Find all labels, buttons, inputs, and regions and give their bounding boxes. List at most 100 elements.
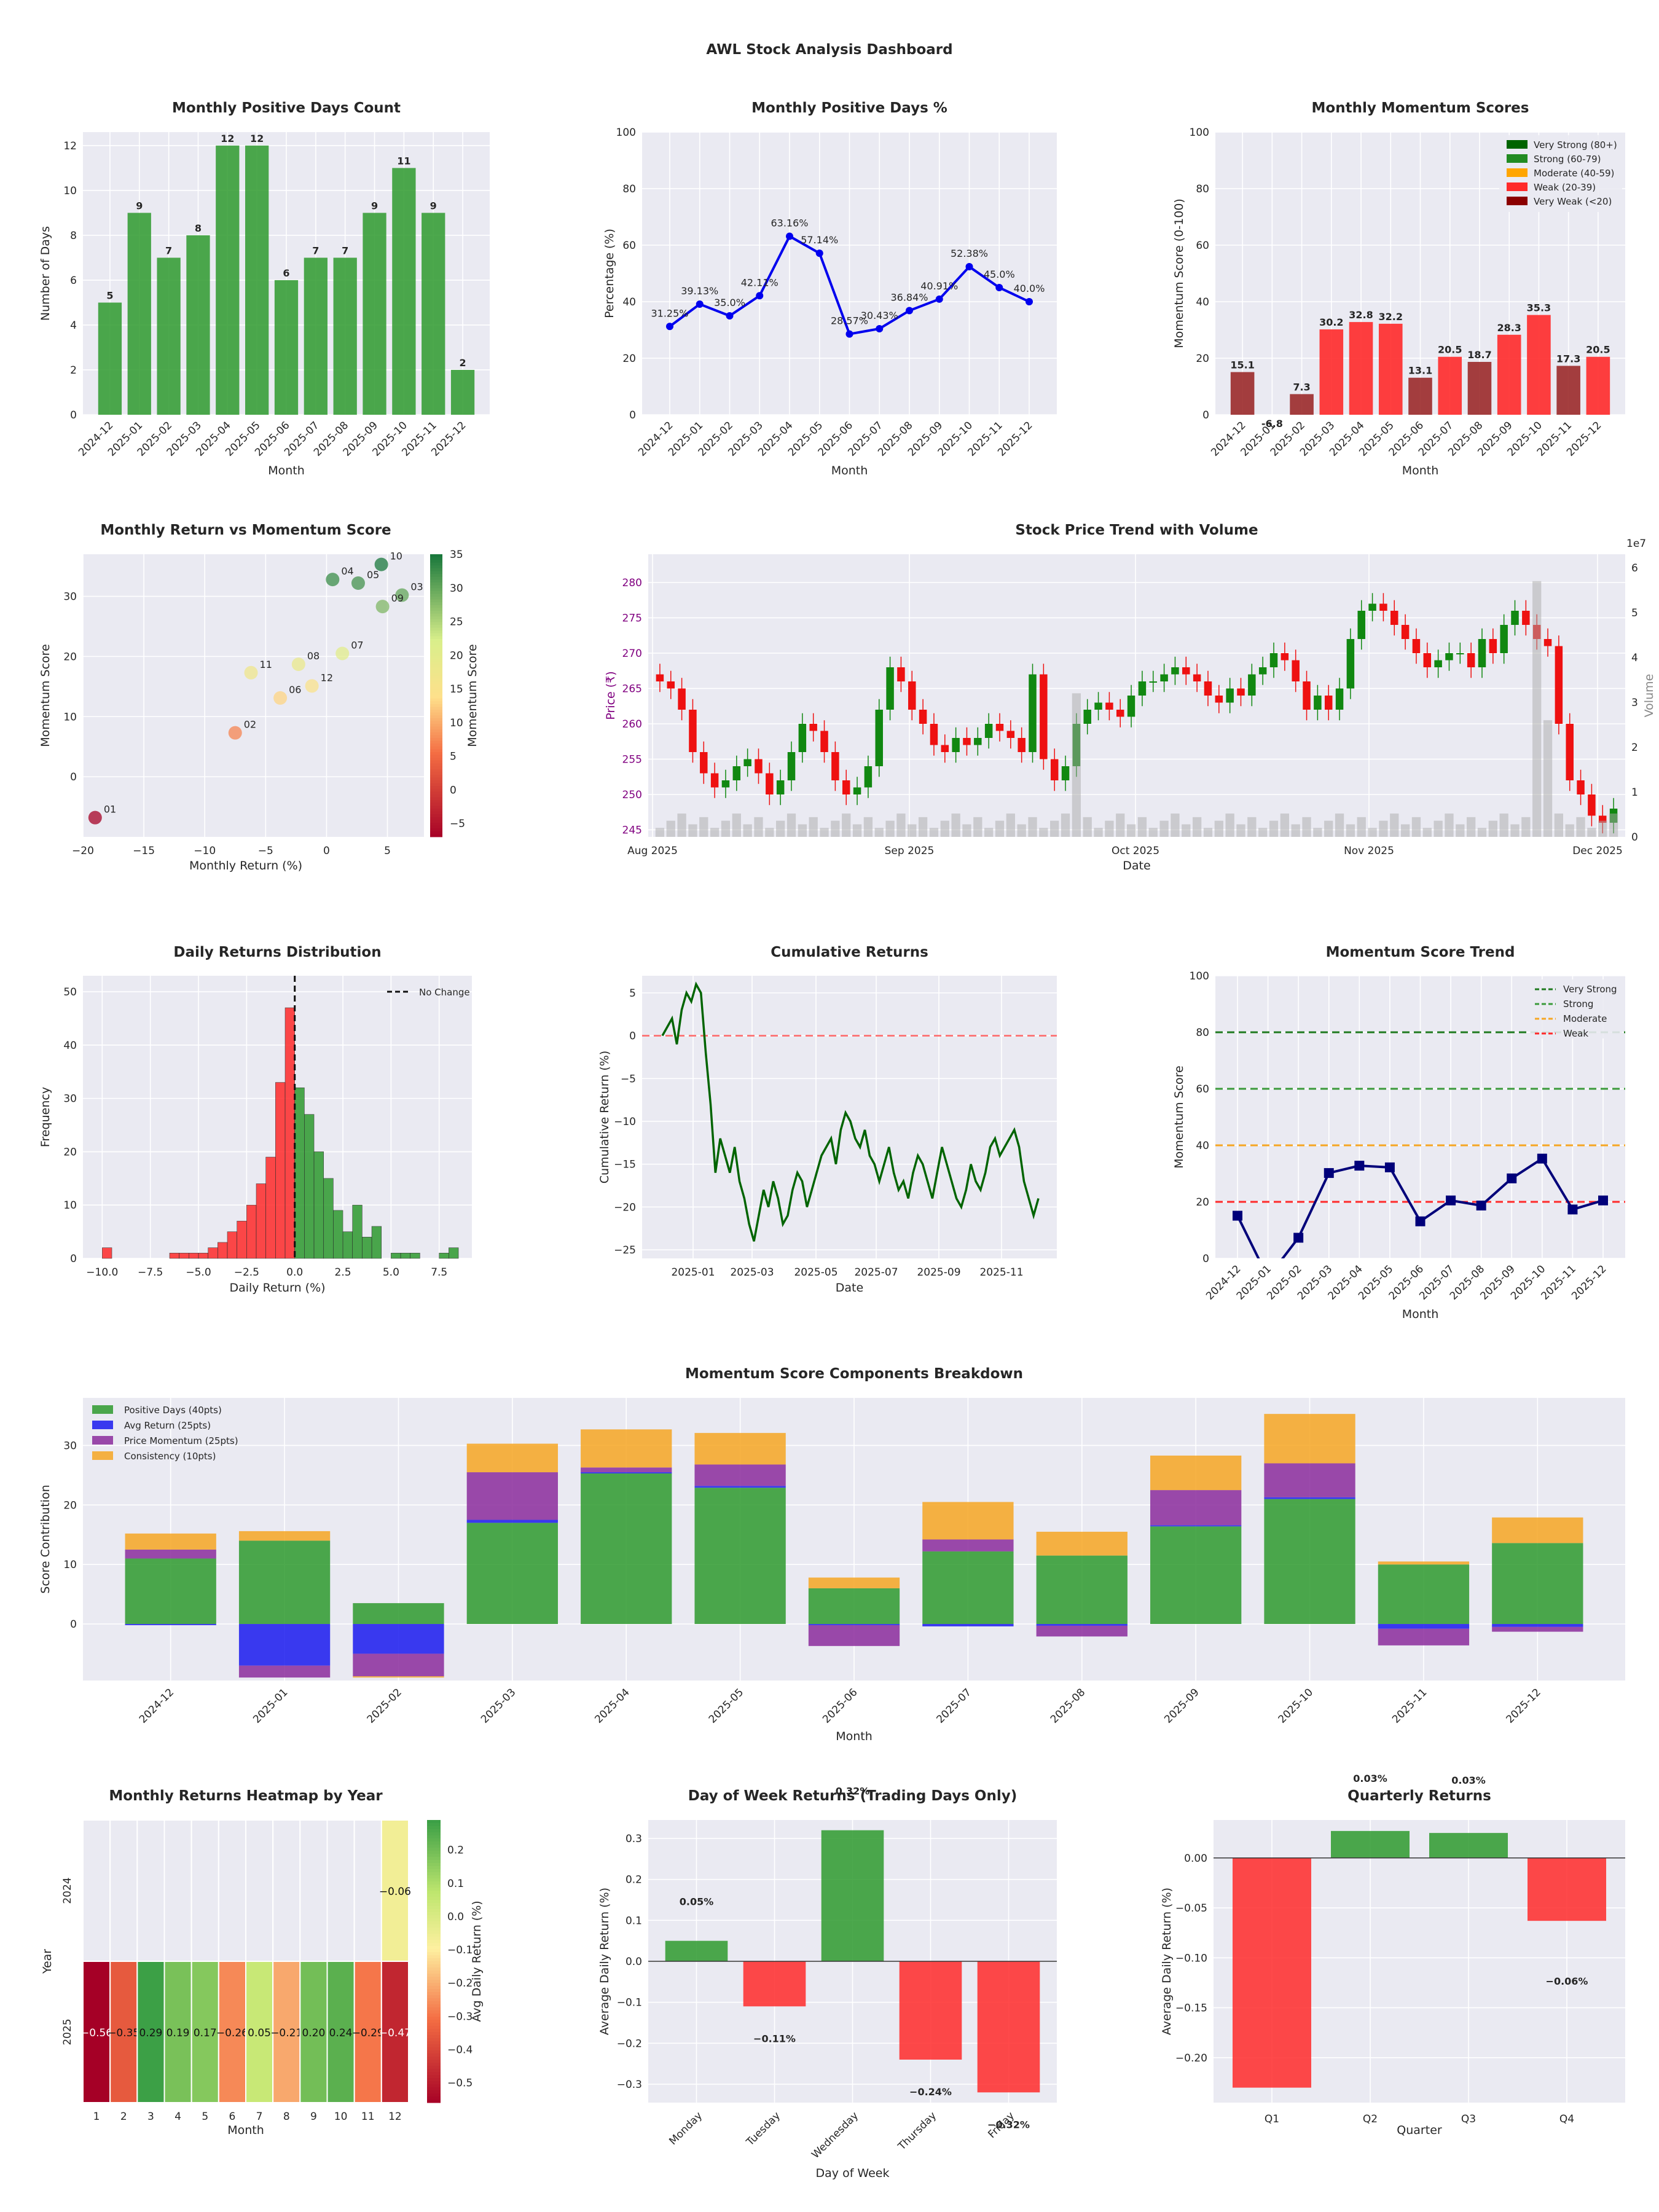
colorbar-segment — [430, 834, 442, 837]
price-volume-y2-ylabel: Volume — [1642, 674, 1656, 718]
xtick-label: −10.0 — [86, 1266, 118, 1279]
heatmap-cell — [109, 1961, 138, 2103]
volume-bar — [1445, 814, 1454, 837]
xtick-label: Nov 2025 — [1344, 845, 1394, 857]
candle-body — [1160, 674, 1168, 681]
day-of-week-returns: −0.3 −0.2 −0.1 0.0 0.1 0.2 0.3 0.05% Monday −0.11… — [598, 1786, 1057, 2180]
colorbar-segment — [430, 715, 442, 719]
xtick-label: 2024-12 — [137, 1686, 176, 1725]
colorbar-segment — [430, 763, 442, 767]
colorbar-segment — [427, 1894, 441, 1897]
colorbar-tick-label: −5 — [450, 818, 465, 830]
bar — [98, 302, 122, 415]
bar-value-label: 7 — [342, 245, 348, 256]
colorbar-segment — [430, 639, 442, 642]
data-label: 63.16% — [771, 217, 808, 229]
bar-value-label: 9 — [430, 200, 437, 211]
colorbar-segment — [430, 678, 442, 682]
bar-value-label: 0.03% — [1451, 1775, 1486, 1786]
colorbar-segment — [427, 1820, 441, 1824]
positive-days-count-ytick-label: 10 — [63, 185, 77, 197]
xtick-label: −10 — [194, 845, 216, 857]
scatter-point — [244, 665, 258, 680]
histogram-bar — [256, 1183, 266, 1259]
data-point — [696, 300, 704, 308]
stack-segment — [808, 1625, 900, 1646]
day-of-week-returns-ytick-label: 0.3 — [626, 1833, 642, 1845]
data-label: 40.0% — [1014, 283, 1045, 294]
volume-bar — [1258, 828, 1268, 837]
positive-days-pct-title: Monthly Positive Days % — [751, 100, 947, 116]
colorbar-segment — [430, 653, 442, 656]
colorbar-segment — [430, 718, 442, 721]
colorbar-tick-label: 20 — [450, 649, 463, 662]
volume-bar — [666, 820, 675, 837]
xtick-label: 2025-03 — [479, 1686, 518, 1725]
candle-body — [820, 731, 828, 752]
bar — [157, 257, 181, 415]
volume-bar — [1137, 817, 1147, 837]
xtick-label: Oct 2025 — [1112, 845, 1159, 857]
histogram-bar — [449, 1247, 459, 1259]
volume-bar — [1521, 817, 1531, 837]
stack-segment — [808, 1588, 900, 1624]
point-label: 11 — [260, 659, 272, 670]
bar — [1586, 356, 1610, 415]
candle-body — [1029, 674, 1037, 752]
colorbar-segment — [427, 1971, 441, 1974]
heatmap-cell-label: 0.20 — [302, 2027, 325, 2039]
candle-body — [886, 667, 894, 710]
monthly-heatmap-title: Monthly Returns Heatmap by Year — [109, 1788, 383, 1804]
candle-body — [1314, 696, 1322, 710]
xtick-label: −20 — [72, 845, 94, 857]
data-label: 39.13% — [681, 285, 718, 297]
colorbar-segment — [430, 585, 442, 589]
return-vs-momentum-ylabel: Momentum Score — [39, 644, 52, 747]
candle-body — [1511, 611, 1519, 625]
candle-body — [842, 780, 850, 794]
cumulative-returns-ytick-label: 0 — [629, 1030, 636, 1043]
stack-segment — [1264, 1497, 1355, 1499]
xtick-label: Dec 2025 — [1572, 845, 1623, 857]
candle-body — [689, 710, 697, 752]
colorbar-segment — [427, 1848, 441, 1851]
positive-days-pct-ylabel: Percentage (%) — [603, 229, 616, 318]
candle-body — [908, 681, 916, 710]
colorbar-segment — [430, 684, 442, 688]
colorbar-segment — [430, 738, 442, 741]
colorbar-segment — [430, 743, 442, 747]
colorbar-segment — [430, 568, 442, 571]
cumulative-returns-ytick-label: −20 — [614, 1201, 636, 1214]
stack-segment — [125, 1533, 216, 1550]
colorbar-segment — [427, 1897, 441, 1900]
stack-segment — [1264, 1499, 1355, 1624]
point-label: 05 — [367, 569, 379, 581]
bar — [274, 280, 299, 415]
colorbar-tick-label: −0.2 — [447, 1977, 473, 1990]
colorbar-segment — [430, 599, 442, 603]
colorbar-segment — [427, 1924, 441, 1928]
data-point — [1507, 1173, 1517, 1183]
stack-segment — [1150, 1455, 1242, 1491]
colorbar-segment — [427, 1854, 441, 1857]
xtick-label: 0.0 — [286, 1266, 303, 1279]
point-label: 08 — [307, 650, 320, 662]
volume-bar — [1072, 693, 1081, 837]
candle-body — [1258, 667, 1267, 675]
bar-value-label: 30.2 — [1319, 316, 1343, 328]
colorbar-segment — [430, 616, 442, 620]
stack-segment — [1492, 1626, 1583, 1632]
candle-body — [732, 766, 741, 780]
cumulative-returns-ytick-label: −5 — [621, 1073, 636, 1085]
colorbar-segment — [427, 1832, 441, 1836]
colorbar-segment — [427, 1986, 441, 1990]
candle-body — [1412, 639, 1421, 653]
heatmap-cell — [272, 1961, 301, 2103]
xtick-label: 2025-03 — [730, 1266, 774, 1279]
xtick-label: 2025-12 — [1504, 1686, 1543, 1725]
score-components-ytick-label: 20 — [63, 1499, 77, 1512]
day-of-week-returns-ytick-label: 0.2 — [626, 1874, 642, 1886]
volume-bar — [874, 828, 884, 837]
y2tick-label: 5 — [1631, 607, 1638, 619]
colorbar-segment — [427, 1998, 441, 2002]
